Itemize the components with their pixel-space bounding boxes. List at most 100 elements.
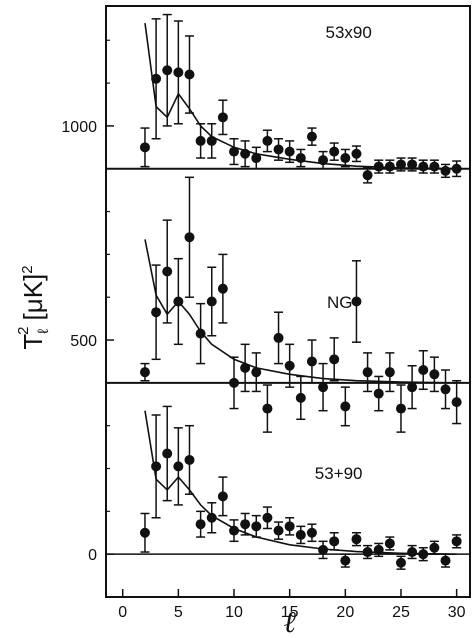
data-point (229, 525, 240, 536)
data-point (206, 135, 217, 146)
data-point (351, 296, 362, 307)
y-axis-title-sup: 2 (15, 327, 32, 335)
data-point (362, 170, 373, 181)
data-point (284, 360, 295, 371)
data-point (395, 557, 406, 568)
error-bars (140, 13, 462, 570)
data-point (262, 512, 273, 523)
data-point (151, 73, 162, 84)
plot-frame (105, 5, 471, 598)
x-tick-label: 25 (392, 604, 410, 621)
data-point (362, 547, 373, 558)
data-point (184, 454, 195, 465)
data-point (284, 521, 295, 532)
y-axis-title-unit-sup: 2 (19, 265, 36, 273)
data-point (229, 377, 240, 388)
data-point (318, 544, 329, 555)
model-curve-panel-3 (144, 410, 457, 555)
data-point (217, 491, 228, 502)
data-point (184, 69, 195, 80)
data-point (395, 403, 406, 414)
data-point (318, 382, 329, 393)
data-point (151, 461, 162, 472)
data-point (295, 153, 306, 164)
data-point (273, 525, 284, 536)
data-point (139, 367, 150, 378)
data-point (251, 367, 262, 378)
panel-label-ng: NG (327, 293, 353, 312)
data-point (195, 135, 206, 146)
y-tick-label: 0 (88, 547, 97, 564)
data-point (251, 521, 262, 532)
data-point (206, 512, 217, 523)
data-point (440, 165, 451, 176)
data-point (373, 544, 384, 555)
data-point (251, 153, 262, 164)
data-point (362, 367, 373, 378)
data-point (173, 296, 184, 307)
data-point (418, 365, 429, 376)
data-point (240, 362, 251, 373)
data-point (429, 161, 440, 172)
data-point (329, 146, 340, 157)
data-point (229, 146, 240, 157)
data-point (295, 529, 306, 540)
data-point (384, 538, 395, 549)
x-axis-title: ℓ (283, 606, 296, 638)
data-points (139, 65, 462, 568)
data-point (384, 367, 395, 378)
data-point (306, 527, 317, 538)
data-point (318, 155, 329, 166)
data-point (340, 555, 351, 566)
data-point (351, 534, 362, 545)
data-point (451, 397, 462, 408)
data-point (173, 67, 184, 78)
data-point (451, 163, 462, 174)
data-point (329, 354, 340, 365)
data-point (306, 356, 317, 367)
y-axis-title: Tℓ2[μK]2 (15, 265, 52, 349)
data-point (384, 161, 395, 172)
data-point (195, 328, 206, 339)
y-axis-ticks (106, 39, 114, 555)
panel-labels: 53x90 NG 53+90 (315, 23, 372, 483)
model-curves (144, 22, 457, 555)
data-point (429, 542, 440, 553)
x-axis-ticks (121, 589, 458, 597)
data-point (284, 146, 295, 157)
x-axis-tick-labels: 0 5 10 15 20 25 30 (118, 604, 465, 621)
data-point (273, 332, 284, 343)
data-point (262, 135, 273, 146)
data-point (162, 266, 173, 277)
y-axis-tick-labels: 0 500 1000 (61, 119, 97, 564)
data-point (429, 369, 440, 380)
y-axis-title-unit: [μK] (18, 274, 48, 321)
x-tick-label: 15 (281, 604, 299, 621)
panel-label-53-plus-90: 53+90 (315, 464, 363, 483)
data-point (340, 153, 351, 164)
x-tick-label: 30 (448, 604, 466, 621)
data-point (162, 65, 173, 76)
data-point (306, 131, 317, 142)
data-point (217, 283, 228, 294)
data-point (217, 112, 228, 123)
data-point (395, 159, 406, 170)
data-point (139, 527, 150, 538)
data-point (407, 159, 418, 170)
data-point (262, 403, 273, 414)
data-point (273, 144, 284, 155)
data-point (162, 448, 173, 459)
y-tick-label: 500 (70, 333, 97, 350)
data-point (329, 536, 340, 547)
data-point (451, 536, 462, 547)
data-point (206, 296, 217, 307)
data-point (407, 547, 418, 558)
data-point (351, 148, 362, 159)
data-point (139, 142, 150, 153)
data-point (151, 307, 162, 318)
data-point (195, 519, 206, 530)
y-axis-title-base: T (18, 334, 48, 350)
x-tick-label: 5 (174, 604, 183, 621)
data-point (240, 519, 251, 530)
